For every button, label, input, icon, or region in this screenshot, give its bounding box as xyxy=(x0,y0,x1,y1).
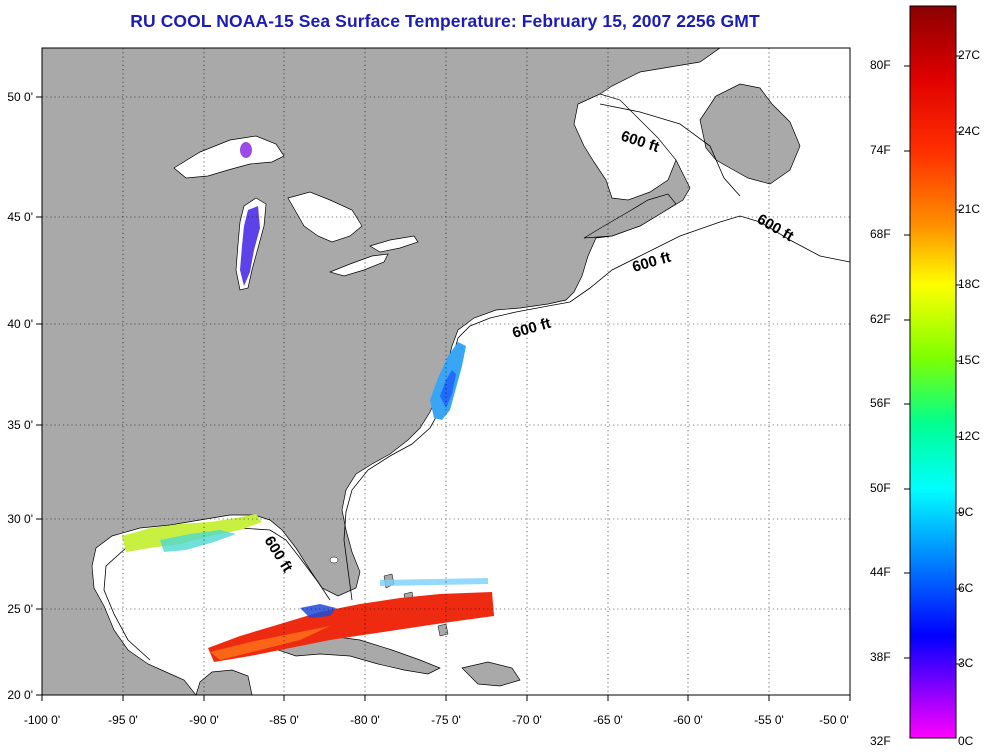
colorbar-label-celsius: 21C xyxy=(958,202,981,216)
lat-tick-label: 30 0' xyxy=(7,512,33,526)
map-layers xyxy=(42,48,850,695)
lon-tick-label: -85 0' xyxy=(269,713,299,727)
land-nova-scotia xyxy=(583,193,677,239)
bathymetry-contour-600ft-north xyxy=(599,103,741,197)
map-grid xyxy=(42,48,850,695)
lat-tick-label: 35 0' xyxy=(7,418,33,432)
lat-tick-label: 40 0' xyxy=(7,317,33,331)
map-title: RU COOL NOAA-15 Sea Surface Temperature:… xyxy=(130,11,760,31)
colorbar-label-fahrenheit: 80F xyxy=(870,58,891,72)
lake-superior xyxy=(173,135,285,179)
lon-tick-label: -95 0' xyxy=(108,713,138,727)
sst-patch-gulf-coast-cool xyxy=(160,530,236,552)
lon-tick-label: -80 0' xyxy=(350,713,380,727)
colorbar-label-fahrenheit: 38F xyxy=(870,650,891,664)
lon-tick-label: -70 0' xyxy=(512,713,542,727)
colorbar-label-fahrenheit: 62F xyxy=(870,312,891,326)
colorbar-label-celsius: 15C xyxy=(958,353,981,367)
lake-ontario xyxy=(369,235,419,253)
colorbar-ticks xyxy=(904,55,962,665)
land-yucatan xyxy=(195,669,253,695)
colorbar-label-fahrenheit: 44F xyxy=(870,565,891,579)
colorbar-label-celsius: 27C xyxy=(958,48,981,62)
sst-patch-lake-michigan xyxy=(240,206,260,286)
lake-huron xyxy=(287,191,363,243)
bathymetry-contour-600ft-atlantic xyxy=(343,215,850,601)
gulf-of-st-lawrence xyxy=(573,93,677,201)
lake-erie xyxy=(328,253,389,277)
lat-tick-label: 50 0' xyxy=(7,90,33,104)
lon-tick-label: -50 0' xyxy=(819,713,849,727)
colorbar-label-fahrenheit: 56F xyxy=(870,396,891,410)
colorbar-label-celsius: 0C xyxy=(958,734,974,748)
colorbar-label-celsius: 24C xyxy=(958,124,981,138)
lat-tick-label: 45 0' xyxy=(7,210,33,224)
lat-tick-label: 25 0' xyxy=(7,602,33,616)
lon-tick-label: -60 0' xyxy=(673,713,703,727)
land-hispaniola xyxy=(461,661,521,687)
lat-tick-label: 20 0' xyxy=(7,688,33,702)
sst-patch-caribbean-orange xyxy=(210,626,330,660)
lake-okeechobee xyxy=(329,556,339,564)
colorbar-label-celsius: 18C xyxy=(958,277,981,291)
lon-tick-label: -75 0' xyxy=(431,713,461,727)
colorbar-label-fahrenheit: 50F xyxy=(870,481,891,495)
sst-patch-gulf-coast xyxy=(122,514,262,552)
sst-patch-florida-keys-cool xyxy=(300,604,336,618)
land-newfoundland xyxy=(699,83,801,185)
lon-tick-label: -55 0' xyxy=(754,713,784,727)
colorbar xyxy=(909,5,957,739)
colorbar-label-fahrenheit: 74F xyxy=(870,143,891,157)
lon-tick-label: -65 0' xyxy=(593,713,623,727)
land-north-america xyxy=(42,48,721,695)
colorbar-label-fahrenheit: 68F xyxy=(870,227,891,241)
colorbar-label-celsius: 9C xyxy=(958,505,974,519)
sst-patch-mid-atlantic-core xyxy=(440,370,456,408)
colorbar-label-fahrenheit: 32F xyxy=(870,734,891,748)
axis-ticks xyxy=(36,96,851,701)
lon-tick-label: -100 0' xyxy=(24,713,60,727)
colorbar-label-celsius: 6C xyxy=(958,581,974,595)
lon-tick-label: -90 0' xyxy=(189,713,219,727)
colorbar-label-celsius: 3C xyxy=(958,656,974,670)
colorbar-label-celsius: 12C xyxy=(958,429,981,443)
sst-patch-bahamas-stripe xyxy=(380,578,488,586)
sst-patch-lake-superior xyxy=(240,142,252,158)
